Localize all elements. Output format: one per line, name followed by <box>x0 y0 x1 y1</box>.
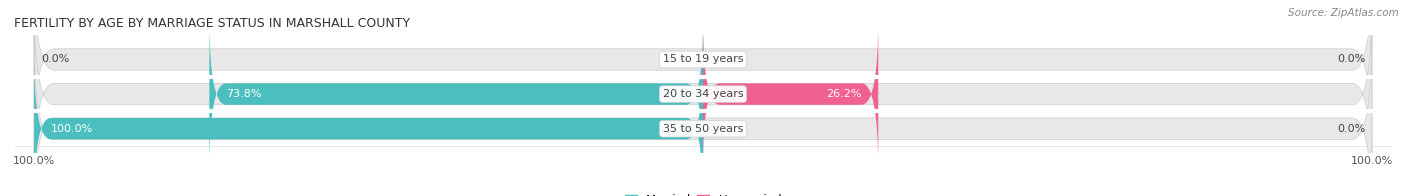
Legend: Married, Unmarried: Married, Unmarried <box>620 189 786 196</box>
Text: 0.0%: 0.0% <box>41 54 69 64</box>
FancyBboxPatch shape <box>34 36 1372 196</box>
Text: 0.0%: 0.0% <box>1337 54 1365 64</box>
Text: 0.0%: 0.0% <box>1337 124 1365 134</box>
Text: 100.0%: 100.0% <box>51 124 93 134</box>
Text: 26.2%: 26.2% <box>825 89 862 99</box>
FancyBboxPatch shape <box>209 18 703 170</box>
FancyBboxPatch shape <box>34 53 703 196</box>
Text: 20 to 34 years: 20 to 34 years <box>662 89 744 99</box>
Text: 73.8%: 73.8% <box>226 89 262 99</box>
FancyBboxPatch shape <box>703 18 879 170</box>
Text: FERTILITY BY AGE BY MARRIAGE STATUS IN MARSHALL COUNTY: FERTILITY BY AGE BY MARRIAGE STATUS IN M… <box>14 17 411 30</box>
Text: 35 to 50 years: 35 to 50 years <box>662 124 744 134</box>
Text: Source: ZipAtlas.com: Source: ZipAtlas.com <box>1288 8 1399 18</box>
FancyBboxPatch shape <box>34 1 1372 187</box>
Text: 15 to 19 years: 15 to 19 years <box>662 54 744 64</box>
FancyBboxPatch shape <box>34 0 1372 152</box>
